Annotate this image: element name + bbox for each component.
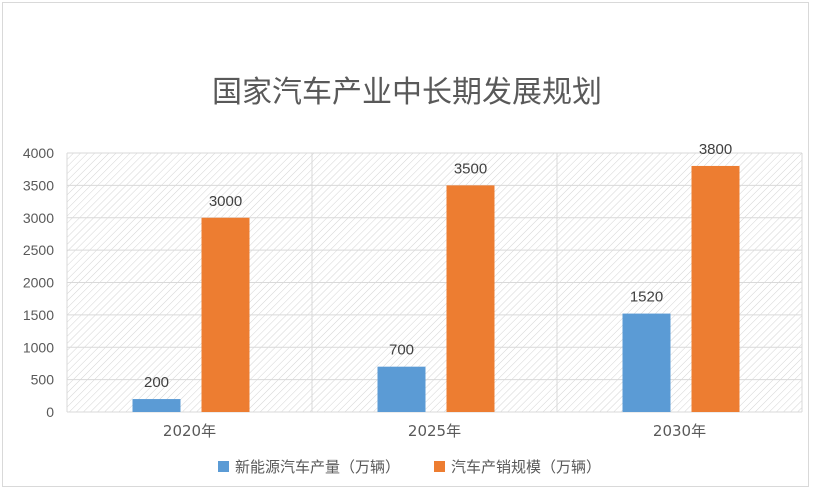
y-tick-label: 3500 <box>23 177 54 193</box>
data-label: 3000 <box>209 193 242 210</box>
data-label: 3500 <box>454 160 487 177</box>
x-tick-label: 2025年 <box>408 422 461 440</box>
data-label: 200 <box>144 374 169 391</box>
y-tick-label: 0 <box>46 404 54 420</box>
y-tick-label: 3000 <box>23 210 54 226</box>
bar <box>446 185 495 412</box>
y-tick-label: 4000 <box>23 145 54 161</box>
bar <box>377 366 426 412</box>
data-label: 1520 <box>630 289 663 306</box>
bar <box>132 399 181 412</box>
y-tick-label: 2000 <box>23 275 54 291</box>
bar <box>691 165 740 412</box>
bar <box>201 217 250 412</box>
legend-swatch <box>218 461 229 472</box>
legend-label: 汽车产销规模（万辆） <box>451 458 601 476</box>
plot-area: 0 500 1000 1500 2000 2500 3000 3500 4000 200 3000 2… <box>23 141 803 440</box>
data-label: 3800 <box>699 141 732 158</box>
legend-label: 新能源汽车产量（万辆） <box>235 458 400 476</box>
chart-title: 国家汽车产业中长期发展规划 <box>212 75 602 110</box>
y-tick-label: 500 <box>31 372 55 388</box>
y-tick-label: 1000 <box>23 339 54 355</box>
bar <box>622 313 671 412</box>
data-label: 700 <box>389 342 414 359</box>
y-tick-label: 2500 <box>23 242 54 258</box>
x-tick-label: 2020年 <box>163 422 216 440</box>
y-tick-label: 1500 <box>23 307 54 323</box>
x-tick-label: 2030年 <box>653 422 706 440</box>
legend-swatch <box>434 461 445 472</box>
legend: 新能源汽车产量（万辆） 汽车产销规模（万辆） <box>218 458 601 476</box>
